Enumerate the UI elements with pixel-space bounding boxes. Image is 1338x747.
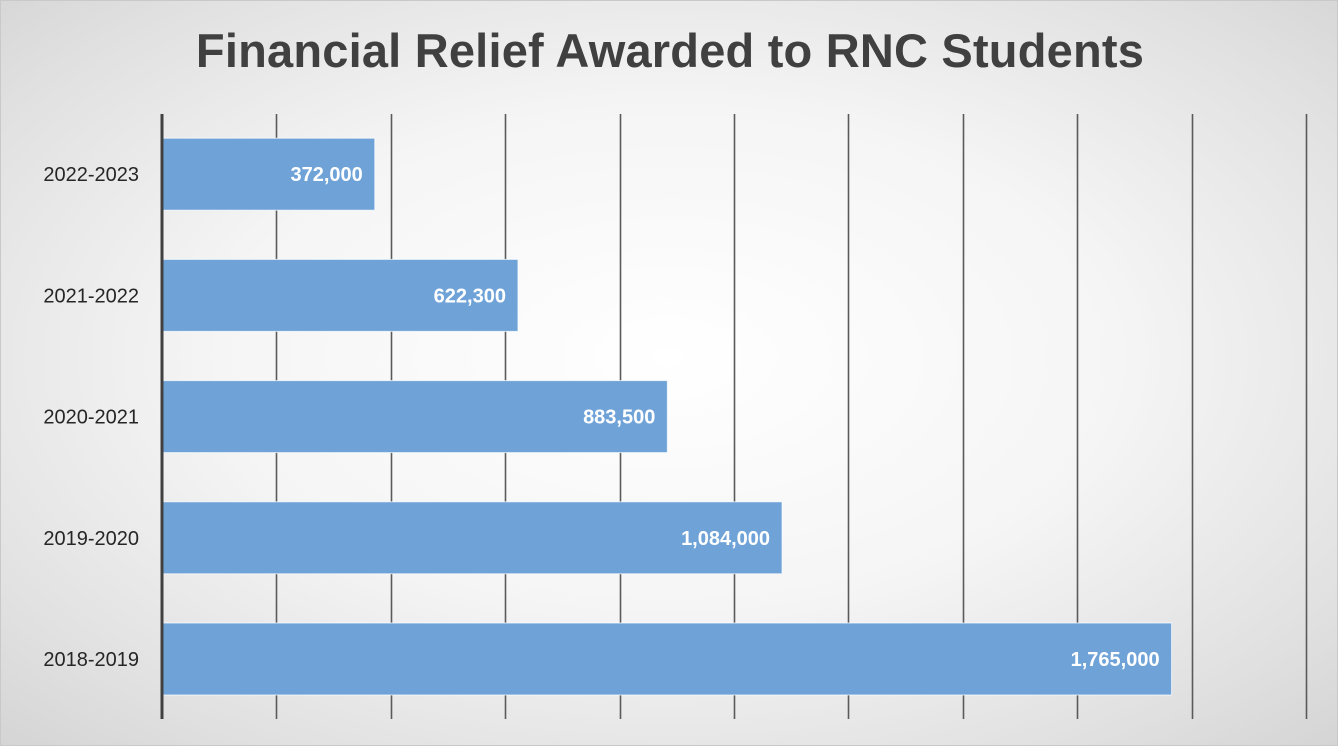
data-label: 1,765,000 bbox=[1071, 649, 1160, 671]
category-label: 2022-2023 bbox=[43, 164, 139, 186]
bar bbox=[161, 380, 668, 454]
data-label: 372,000 bbox=[290, 164, 362, 186]
category-label: 2019-2020 bbox=[43, 528, 139, 550]
category-label: 2021-2022 bbox=[43, 285, 139, 307]
bar bbox=[161, 258, 519, 332]
category-label: 2020-2021 bbox=[43, 407, 139, 429]
data-label: 622,300 bbox=[434, 285, 506, 307]
category-label: 2018-2019 bbox=[43, 649, 139, 671]
chart-title: Financial Relief Awarded to RNC Students bbox=[195, 24, 1145, 77]
bar bbox=[161, 622, 1173, 696]
bar bbox=[161, 501, 783, 575]
data-label: 883,500 bbox=[583, 407, 655, 429]
bar bbox=[161, 137, 376, 211]
data-label: 1,084,000 bbox=[681, 528, 770, 550]
